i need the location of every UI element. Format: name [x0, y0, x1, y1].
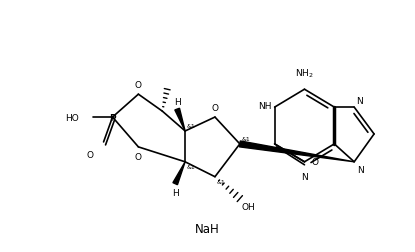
Text: N: N: [357, 165, 364, 174]
Text: O: O: [87, 150, 94, 159]
Text: N: N: [356, 97, 363, 106]
Polygon shape: [173, 162, 185, 185]
Text: HO: HO: [65, 113, 79, 122]
Text: OH: OH: [242, 202, 256, 211]
Text: O: O: [311, 158, 318, 167]
Text: O: O: [135, 81, 142, 90]
Text: N: N: [301, 172, 308, 181]
Text: &1: &1: [217, 179, 226, 184]
Text: NH$_2$: NH$_2$: [295, 68, 314, 80]
Text: O: O: [212, 104, 218, 113]
Text: NH: NH: [258, 101, 272, 110]
Text: NaH: NaH: [195, 222, 220, 235]
Polygon shape: [175, 109, 185, 132]
Text: &1: &1: [187, 164, 196, 169]
Text: H: H: [174, 98, 181, 107]
Text: P: P: [109, 113, 116, 122]
Text: &1: &1: [242, 136, 251, 141]
Text: O: O: [135, 152, 142, 161]
Polygon shape: [239, 141, 354, 162]
Text: &1: &1: [187, 123, 196, 129]
Text: H: H: [172, 188, 178, 197]
